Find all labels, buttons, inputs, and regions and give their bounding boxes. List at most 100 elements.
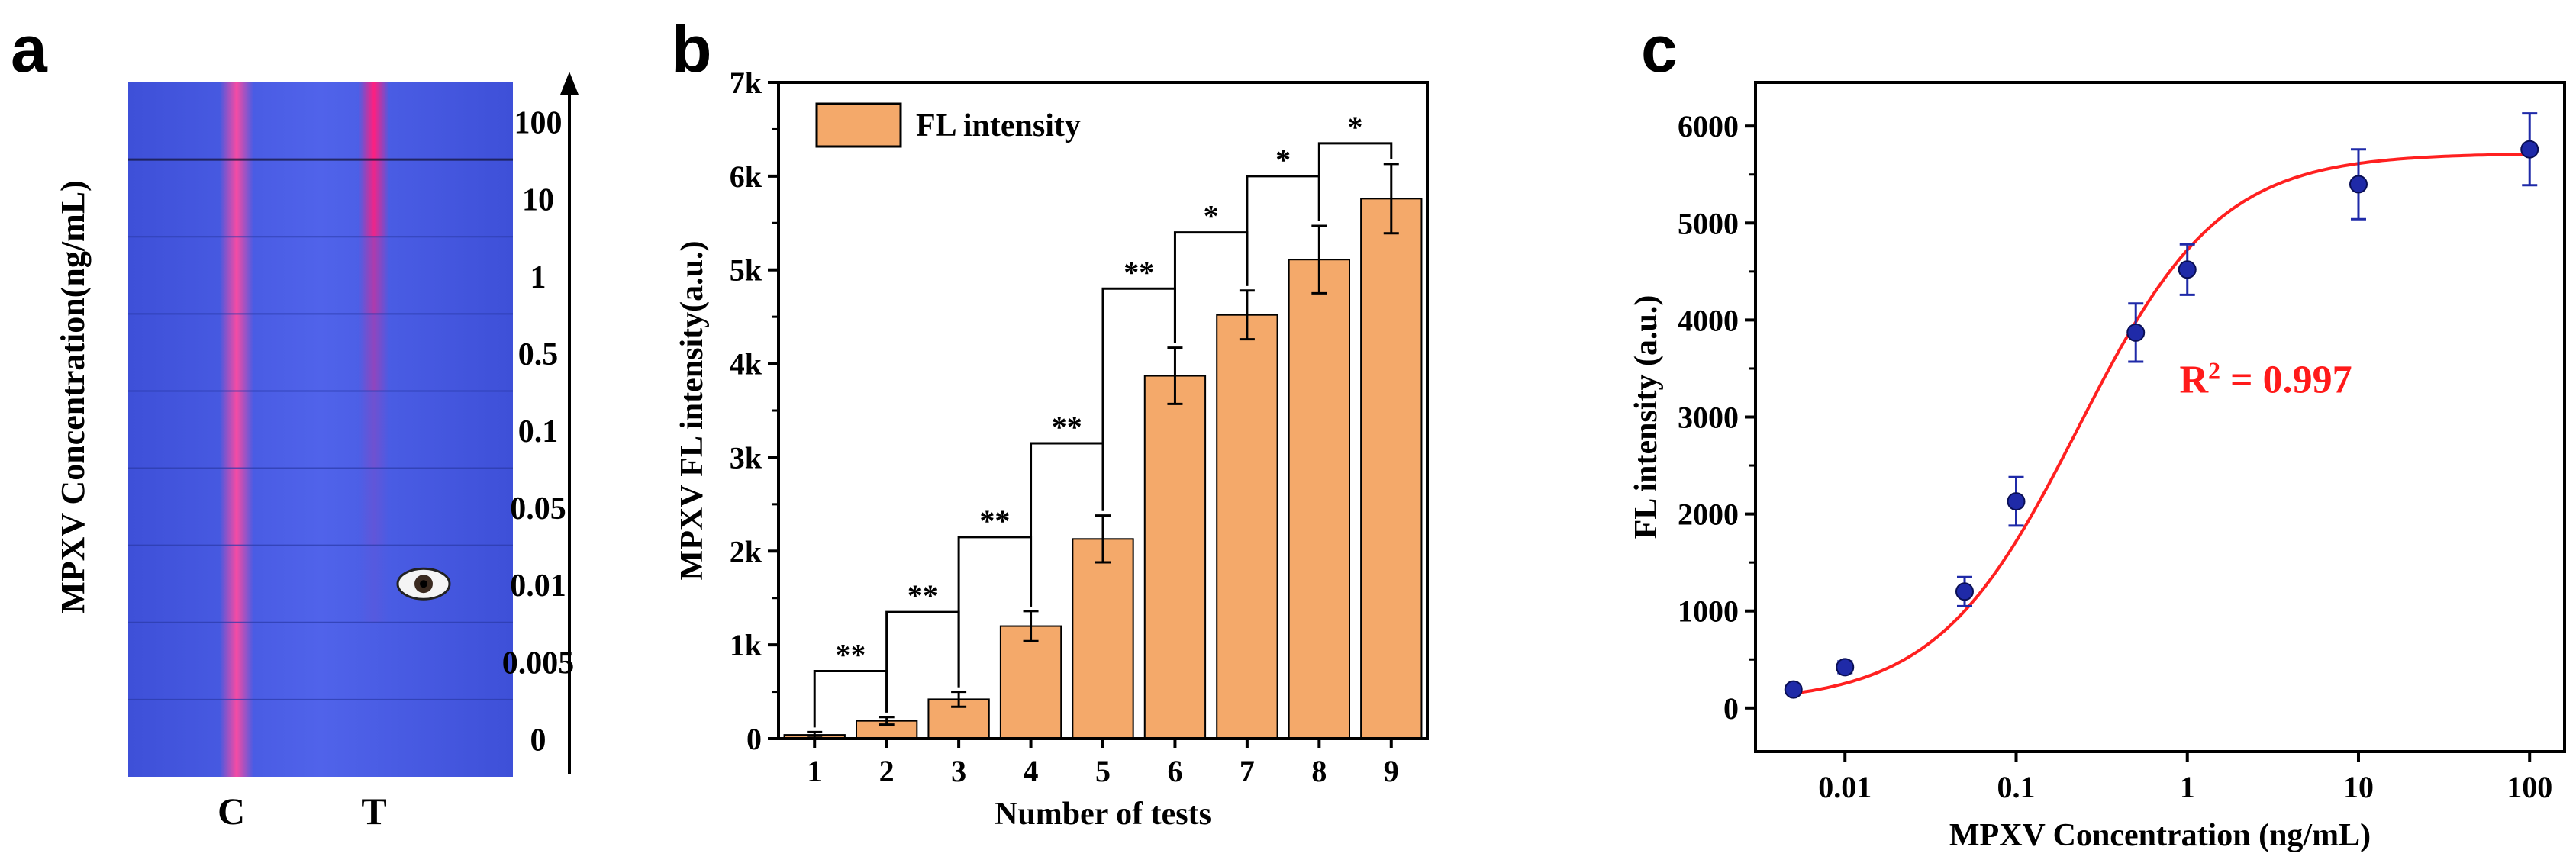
concentration-label-4: 0.1	[518, 414, 559, 449]
control-line-1	[220, 159, 253, 237]
y-tick-label-c-0: 0	[1723, 691, 1739, 726]
data-point-1	[1836, 658, 1855, 677]
data-point-2	[1955, 582, 1974, 601]
r-squared-annotation: R2 = 0.997	[2179, 357, 2352, 402]
control-line-7	[220, 622, 253, 700]
x-tick-label-b-2: 2	[879, 754, 895, 788]
t-line-5	[359, 468, 389, 546]
y-tick-label-b-5: 5k	[730, 253, 762, 288]
y-tick-label-b-1: 1k	[730, 628, 762, 662]
significance-label-8-9: *	[1348, 110, 1363, 144]
t-line-1	[359, 159, 389, 237]
control-line-8	[220, 699, 253, 777]
concentration-label-8: 0	[530, 723, 546, 758]
significance-brackets: *************	[813, 110, 1393, 728]
x-tick-label-c-2: 1	[2180, 770, 2195, 804]
significance-label-3-4: **	[979, 504, 1010, 538]
panel-letter-a: a	[11, 13, 47, 86]
x-tick-label-b-3: 3	[951, 754, 966, 788]
data-point-3	[2007, 492, 2026, 511]
significance-label-2-3: **	[908, 578, 938, 613]
significance-label-7-8: *	[1275, 143, 1291, 177]
significance-label-4-5: **	[1052, 410, 1082, 444]
concentration-labels: 100 10 1 0.5 0.1 0.05 0.01 0.005 0	[502, 106, 575, 758]
x-axis-ticks-c: 0.01 0.1 1 10 100	[1818, 752, 2552, 804]
data-point-4	[2126, 323, 2146, 342]
bar-4	[999, 625, 1062, 739]
r-squared-base: R	[2179, 359, 2209, 402]
x-tick-label-b-1: 1	[807, 754, 822, 788]
r-squared-value: = 0.997	[2220, 359, 2352, 402]
t-line-3	[359, 314, 389, 391]
data-point-7	[2520, 140, 2539, 159]
concentration-label-5: 0.05	[510, 491, 566, 526]
significance-label-1-2: **	[835, 638, 866, 672]
bar-5	[1072, 538, 1134, 739]
bar-6	[1143, 375, 1207, 739]
logistic-fit-curve	[1793, 153, 2530, 695]
control-line-0	[220, 82, 253, 160]
y-tick-label-b-7: 7k	[730, 66, 762, 100]
y-axis-label-b: MPXV FL intensity(a.u.)	[675, 241, 710, 581]
y-tick-label-b-3: 3k	[730, 440, 762, 475]
strip-photo-background	[128, 82, 513, 777]
concentration-label-1: 10	[522, 183, 554, 218]
x-tick-label-c-1: 0.1	[1997, 770, 2035, 804]
significance-label-5-6: **	[1124, 255, 1154, 289]
lane-label-c: C	[218, 790, 245, 832]
bars	[783, 198, 1423, 740]
data-points	[1784, 140, 2539, 699]
x-tick-label-c-0: 0.01	[1818, 770, 1872, 804]
bar-8	[1288, 259, 1350, 739]
legend-label: FL intensity	[916, 108, 1081, 143]
x-tick-label-c-3: 10	[2343, 770, 2374, 804]
panel-a-ylabel: MPXV Concentration(ng/mL)	[54, 180, 92, 613]
t-line-6	[359, 545, 389, 623]
y-tick-label-c-1: 1000	[1678, 594, 1739, 629]
y-axis-ticks-c: 0 1000 2000 3000 4000 5000 6000	[1678, 109, 1755, 726]
concentration-label-7: 0.005	[502, 646, 575, 681]
concentration-label-2: 1	[530, 260, 546, 295]
y-axis-ticks-b: 0 1k 2k 3k 4k 5k 6k 7k	[730, 66, 779, 756]
significance-bracket-8-9	[1317, 142, 1393, 221]
bar-9	[1360, 198, 1423, 740]
eye-icon	[396, 567, 451, 601]
control-line-4	[220, 391, 253, 469]
control-line-6	[220, 545, 253, 623]
x-tick-label-b-9: 9	[1384, 754, 1399, 788]
x-tick-label-b-4: 4	[1024, 754, 1039, 788]
bar-7	[1216, 314, 1278, 739]
significance-label-6-7: *	[1204, 199, 1219, 233]
y-tick-label-c-6: 6000	[1678, 109, 1739, 143]
r-squared-superscript: 2	[2208, 357, 2220, 385]
significance-bracket-1-2	[813, 670, 888, 728]
plot-frame-c	[1754, 81, 2566, 753]
x-tick-label-b-8: 8	[1311, 754, 1327, 788]
concentration-label-0: 100	[514, 106, 563, 141]
x-tick-label-b-5: 5	[1095, 754, 1111, 788]
strip-rows	[128, 82, 513, 777]
significance-bracket-2-3	[885, 610, 960, 713]
concentration-arrow-head	[560, 72, 579, 95]
x-axis-ticks-b: 1 2 3 4 5 6 7 8 9	[807, 739, 1399, 788]
t-line-4	[359, 391, 389, 469]
control-line-5	[220, 468, 253, 546]
y-axis-label-c: FL intensity (a.u.)	[1629, 295, 1664, 539]
x-tick-label-b-7: 7	[1240, 754, 1255, 788]
data-point-0	[1784, 680, 1803, 699]
concentration-label-6: 0.01	[510, 568, 566, 604]
control-line-3	[220, 314, 253, 391]
panel-letter-c: c	[1641, 13, 1678, 86]
y-tick-label-c-3: 3000	[1678, 401, 1739, 435]
bar-error-bars	[807, 163, 1399, 739]
y-tick-label-c-2: 2000	[1678, 498, 1739, 532]
y-tick-label-b-0: 0	[746, 722, 762, 756]
y-tick-label-b-6: 6k	[730, 159, 762, 194]
legend-swatch	[815, 102, 902, 148]
x-axis-label-c: MPXV Concentration (ng/mL)	[1949, 818, 2371, 853]
y-tick-label-b-4: 4k	[730, 347, 762, 382]
x-tick-label-c-4: 100	[2507, 770, 2552, 804]
